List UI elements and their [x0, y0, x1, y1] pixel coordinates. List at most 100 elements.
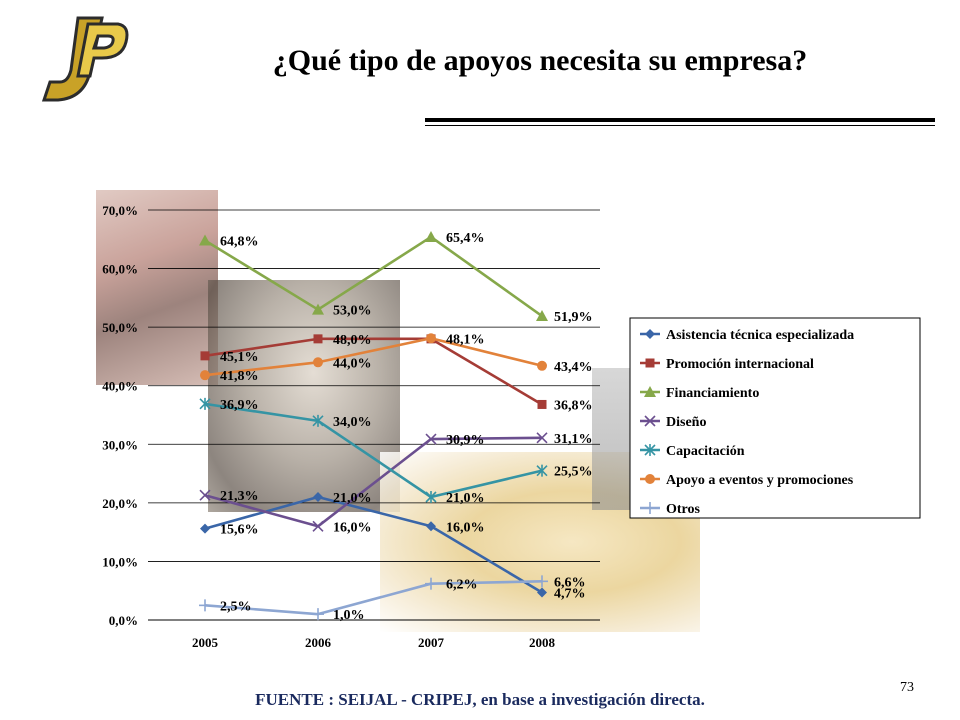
- data-label: 6,2%: [446, 578, 478, 593]
- data-label: 16,0%: [446, 520, 485, 535]
- marker-shape: [425, 433, 437, 445]
- y-tick-label: 40,0%: [102, 379, 138, 394]
- marker-shape: [426, 333, 436, 344]
- marker-shape: [200, 370, 210, 381]
- data-label: 48,1%: [446, 332, 485, 347]
- marker-shape: [644, 415, 656, 427]
- legend-box: [629, 317, 921, 519]
- data-label: 51,9%: [554, 310, 593, 325]
- marker-shape: [313, 357, 323, 368]
- series-line-5: [204, 336, 543, 377]
- legend-marker: [644, 386, 656, 397]
- legend-marker: [644, 415, 656, 427]
- background-photo-woman: [96, 190, 218, 385]
- data-label: 48,0%: [333, 333, 372, 348]
- data-point: [426, 521, 436, 532]
- marker-shape: [426, 521, 436, 532]
- background-photo-side: [592, 368, 632, 510]
- data-point: [425, 433, 437, 445]
- data-point: [312, 303, 324, 315]
- marker-shape: [313, 334, 323, 344]
- data-point: [199, 234, 211, 246]
- marker-shape: [645, 358, 655, 368]
- legend-entry: Asistencia técnica especializada: [666, 328, 854, 343]
- data-point: [313, 492, 323, 502]
- legend-marker: [644, 502, 656, 514]
- marker-shape: [312, 303, 324, 315]
- legend-entry: Capacitación: [666, 444, 745, 459]
- legend-marker: [645, 329, 655, 339]
- data-label: 15,6%: [220, 523, 259, 538]
- background-photo-artisan: [208, 280, 400, 512]
- page-title: ¿Qué tipo de apoyos necesita su empresa?: [272, 44, 808, 77]
- data-label: 21,0%: [446, 491, 485, 506]
- data-point: [537, 399, 547, 409]
- data-label: 36,9%: [220, 398, 259, 413]
- data-point: [199, 397, 211, 410]
- data-label: 34,0%: [333, 415, 372, 430]
- title-rule-thick: [425, 118, 935, 122]
- data-label: 21,3%: [220, 489, 259, 504]
- marker-shape: [536, 432, 548, 444]
- marker-shape: [537, 399, 547, 409]
- data-label: 21,0%: [333, 491, 372, 506]
- page-number: 73: [900, 680, 914, 695]
- series-line-2: [204, 235, 543, 318]
- y-tick-label: 50,0%: [102, 320, 138, 335]
- data-label: 30,9%: [446, 433, 485, 448]
- legend-entry: Promoción internacional: [666, 357, 814, 372]
- data-point: [425, 230, 437, 242]
- series-line-3: [204, 436, 543, 528]
- data-point: [312, 608, 324, 621]
- x-tick-label: 2005: [192, 635, 219, 650]
- series-line-6: [204, 580, 543, 616]
- marker-shape: [644, 386, 656, 397]
- marker-shape: [536, 310, 548, 322]
- x-tick-label: 2007: [418, 635, 445, 650]
- data-label: 25,5%: [554, 465, 593, 480]
- marker-shape: [537, 360, 547, 371]
- marker-shape: [200, 351, 210, 361]
- marker-shape: [312, 520, 324, 532]
- data-point: [536, 310, 548, 322]
- data-point: [536, 575, 548, 588]
- marker-shape: [645, 474, 655, 484]
- y-tick-label: 10,0%: [102, 554, 138, 569]
- data-point: [312, 414, 324, 427]
- marker-shape: [199, 234, 211, 246]
- data-point: [426, 333, 436, 344]
- y-tick-label: 0,0%: [109, 613, 138, 628]
- data-label: 43,4%: [554, 360, 593, 375]
- legend-entry: Diseño: [666, 415, 706, 430]
- data-label: 6,6%: [554, 575, 586, 590]
- jp-logo: [41, 16, 129, 102]
- data-label: 16,0%: [333, 520, 372, 535]
- data-label: 31,1%: [554, 432, 593, 447]
- data-point: [537, 360, 547, 371]
- data-label: 44,0%: [333, 356, 372, 371]
- legend-marker: [645, 474, 655, 484]
- series-line-4: [204, 402, 543, 499]
- legend-entry: Apoyo a eventos y promociones: [666, 473, 854, 488]
- marker-shape: [537, 587, 547, 598]
- legend-marker: [645, 358, 655, 368]
- y-tick-label: 70,0%: [102, 203, 138, 218]
- data-point: [313, 334, 323, 344]
- legend-entry: Financiamiento: [666, 386, 759, 401]
- series-line-1: [204, 337, 543, 406]
- marker-shape: [645, 329, 655, 339]
- data-point: [312, 520, 324, 532]
- data-point: [199, 599, 211, 612]
- data-label: 4,7%: [554, 586, 586, 601]
- data-label: 45,1%: [220, 350, 259, 365]
- data-point: [536, 464, 548, 477]
- legend-marker: [644, 444, 656, 456]
- marker-shape: [199, 489, 211, 501]
- marker-shape: [200, 523, 210, 534]
- data-point: [537, 587, 547, 598]
- data-point: [200, 370, 210, 381]
- data-label: 65,4%: [446, 231, 485, 246]
- data-point: [536, 432, 548, 444]
- marker-shape: [313, 492, 323, 502]
